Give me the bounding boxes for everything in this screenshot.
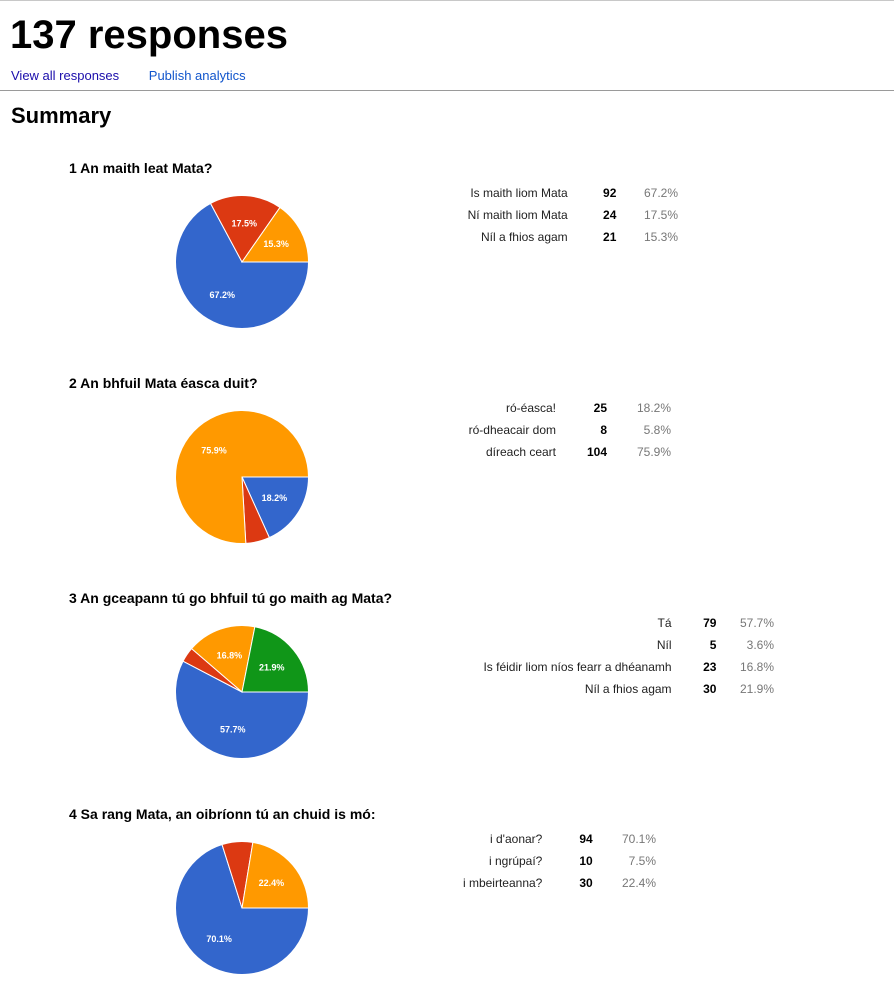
question-title: 1 An maith leat Mata? bbox=[69, 160, 213, 176]
legend-row: i d'aonar? 94 70.1% bbox=[420, 828, 656, 850]
pie-slice bbox=[175, 202, 310, 329]
legend-label: Is maith liom Mata bbox=[470, 186, 568, 200]
legend-percent: 5.8% bbox=[643, 423, 671, 437]
legend-row: ró-éasca! 25 18.2% bbox=[420, 397, 671, 419]
publish-analytics-link[interactable]: Publish analytics bbox=[148, 68, 246, 83]
slice-label: 75.9% bbox=[201, 446, 227, 456]
summary-heading: Summary bbox=[11, 103, 112, 128]
slice-label: 22.4% bbox=[259, 878, 285, 888]
legend-table: Tá 79 57.7% Níl 5 3.6% Is féidir liom ní… bbox=[420, 612, 774, 700]
legend-percent: 17.5% bbox=[643, 208, 678, 222]
legend-row: Níl a fhios agam 30 21.9% bbox=[420, 678, 774, 700]
legend-count: 92 bbox=[603, 186, 617, 200]
legend-count: 25 bbox=[593, 401, 607, 415]
legend-count: 24 bbox=[603, 208, 617, 222]
pie-slice bbox=[175, 660, 310, 759]
slice-label: 21.9% bbox=[259, 663, 285, 673]
legend-table: ró-éasca! 25 18.2% ró-dheacair dom 8 5.8… bbox=[420, 397, 671, 463]
legend-percent: 18.2% bbox=[636, 401, 671, 415]
pie-chart: 67.2% 17.5% 15.3% bbox=[175, 195, 310, 329]
slice-label: 17.5% bbox=[231, 218, 257, 228]
legend-count: 23 bbox=[703, 660, 717, 674]
legend-row: ró-dheacair dom 8 5.8% bbox=[420, 419, 671, 441]
header-links: View all responses Publish analytics bbox=[11, 68, 272, 83]
slice-label: 16.8% bbox=[217, 651, 243, 661]
pie-chart: 18.2% 75.9% bbox=[175, 410, 310, 544]
legend-row: Is maith liom Mata 92 67.2% bbox=[420, 182, 678, 204]
pie-slice bbox=[241, 206, 310, 263]
top-rule bbox=[0, 0, 894, 1]
legend-percent: 16.8% bbox=[739, 660, 774, 674]
legend-count: 21 bbox=[603, 230, 617, 244]
legend-percent: 7.5% bbox=[628, 854, 656, 868]
legend-row: i ngrúpaí? 10 7.5% bbox=[420, 850, 656, 872]
legend-percent: 57.7% bbox=[739, 616, 774, 630]
legend-label: i mbeirteanna? bbox=[462, 876, 543, 890]
legend-count: 5 bbox=[709, 638, 717, 652]
pie-slice bbox=[241, 626, 310, 693]
legend-percent: 70.1% bbox=[621, 832, 656, 846]
legend-percent: 21.9% bbox=[739, 682, 774, 696]
legend-row: i mbeirteanna? 30 22.4% bbox=[420, 872, 656, 894]
legend-table: i d'aonar? 94 70.1% i ngrúpaí? 10 7.5% i… bbox=[420, 828, 656, 894]
page-title: 137 responses bbox=[10, 13, 288, 57]
view-all-responses-link[interactable]: View all responses bbox=[11, 68, 120, 83]
slice-label: 70.1% bbox=[206, 934, 232, 944]
header-divider bbox=[0, 90, 894, 91]
slice-label: 57.7% bbox=[220, 724, 246, 734]
legend-percent: 3.6% bbox=[746, 638, 774, 652]
question-title: 3 An gceapann tú go bhfuil tú go maith a… bbox=[69, 590, 393, 606]
legend-percent: 67.2% bbox=[643, 186, 678, 200]
legend-label: díreach ceart bbox=[485, 445, 557, 459]
legend-label: Níl bbox=[656, 638, 672, 652]
legend-row: Níl a fhios agam 21 15.3% bbox=[420, 226, 678, 248]
legend-row: díreach ceart 104 75.9% bbox=[420, 441, 671, 463]
legend-count: 8 bbox=[600, 423, 607, 437]
legend-percent: 75.9% bbox=[636, 445, 671, 459]
legend-label: ró-éasca! bbox=[505, 401, 557, 415]
legend-label: Tá bbox=[657, 616, 672, 630]
legend-count: 94 bbox=[579, 832, 593, 846]
legend-label: Níl a fhios agam bbox=[584, 682, 672, 696]
legend-label: i d'aonar? bbox=[490, 832, 543, 846]
pie-slice bbox=[209, 195, 281, 263]
slice-label: 67.2% bbox=[209, 290, 235, 300]
pie-slice bbox=[175, 410, 310, 544]
slice-label: 18.2% bbox=[262, 493, 288, 503]
question-title: 4 Sa rang Mata, an oibríonn tú an chuid … bbox=[69, 806, 376, 822]
legend-table: Is maith liom Mata 92 67.2% Ní maith lio… bbox=[420, 182, 678, 248]
legend-percent: 15.3% bbox=[643, 230, 678, 244]
pie-chart: 57.7% 16.8% 21.9% bbox=[175, 625, 310, 759]
legend-row: Tá 79 57.7% bbox=[420, 612, 774, 634]
legend-percent: 22.4% bbox=[621, 876, 656, 890]
pie-chart: 70.1% 22.4% bbox=[175, 841, 310, 975]
pie-slice bbox=[241, 841, 310, 909]
legend-count: 10 bbox=[579, 854, 593, 868]
legend-count: 79 bbox=[703, 616, 717, 630]
legend-label: Ní maith liom Mata bbox=[467, 208, 568, 222]
legend-count: 104 bbox=[586, 445, 607, 459]
legend-label: Níl a fhios agam bbox=[480, 230, 568, 244]
legend-label: i ngrúpaí? bbox=[488, 854, 543, 868]
question-title: 2 An bhfuil Mata éasca duit? bbox=[69, 375, 258, 391]
legend-count: 30 bbox=[579, 876, 593, 890]
legend-label: Is féidir liom níos fearr a dhéanamh bbox=[483, 660, 672, 674]
slice-label: 15.3% bbox=[263, 239, 289, 249]
pie-slice bbox=[175, 843, 310, 975]
legend-count: 30 bbox=[703, 682, 717, 696]
legend-label: ró-dheacair dom bbox=[468, 423, 557, 437]
pie-slice bbox=[241, 476, 310, 539]
pie-slice bbox=[190, 625, 256, 693]
legend-row: Is féidir liom níos fearr a dhéanamh 23 … bbox=[420, 656, 774, 678]
legend-row: Ní maith liom Mata 24 17.5% bbox=[420, 204, 678, 226]
legend-row: Níl 5 3.6% bbox=[420, 634, 774, 656]
